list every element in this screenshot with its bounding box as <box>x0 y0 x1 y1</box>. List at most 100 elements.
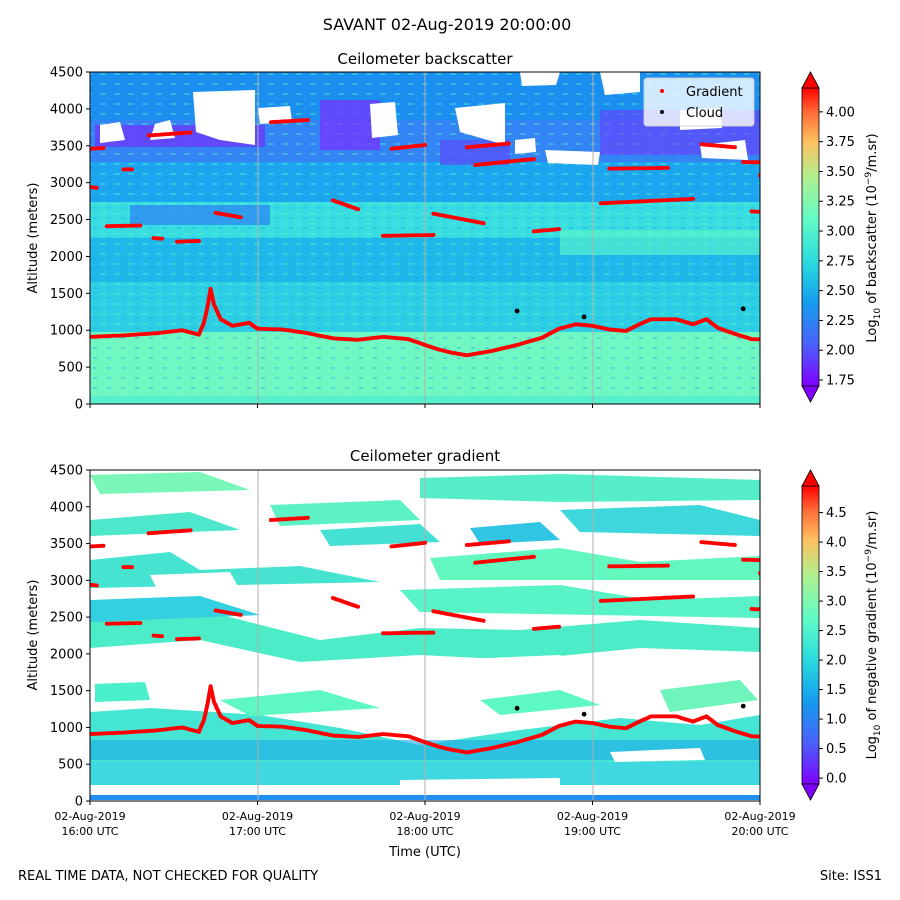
gradient-point <box>129 167 134 172</box>
gradient-colorbar-top-arrow <box>801 469 820 487</box>
y-tick-label: 3500 <box>50 537 83 552</box>
x-tick-date: 02-Aug-2019 <box>724 810 795 823</box>
gradient-point <box>793 137 797 141</box>
colorbar-tick-label: 4.00 <box>826 105 855 120</box>
gradient-point <box>665 563 670 568</box>
gradient-point <box>769 210 773 214</box>
gradient-point <box>771 608 775 612</box>
gradient-point <box>782 326 786 330</box>
gradient-point <box>795 534 799 538</box>
footer-quality-note: REAL TIME DATA, NOT CHECKED FOR QUALITY <box>18 869 319 884</box>
colorbar-tick-label: 2.50 <box>826 284 855 299</box>
gradient-point <box>770 558 774 562</box>
colorbar-tick-label: 2.75 <box>826 254 855 269</box>
y-tick-label: 3500 <box>50 139 83 154</box>
gradient-point <box>756 160 760 165</box>
gradient-point <box>762 210 766 214</box>
cb2-label-suffix: /m.sr) <box>865 511 880 549</box>
gradient-y-axis: 0 500 1000 1500 2000 2500 3000 3500 4000 4500 <box>50 464 90 810</box>
cb1-label-mid: of backscatter (10 <box>865 185 880 308</box>
gradient-point <box>761 161 765 165</box>
gradient-point <box>765 581 769 585</box>
gradient-point <box>775 195 779 199</box>
y-tick-label: 1000 <box>50 721 83 736</box>
gradient-point <box>778 726 782 730</box>
gradient-point <box>776 727 780 731</box>
gradient-point <box>506 539 511 544</box>
backscatter-title: Ceilometer backscatter <box>337 50 513 68</box>
gradient-point <box>431 630 436 635</box>
legend: Gradient Cloud <box>643 77 755 127</box>
gradient-point <box>775 331 779 335</box>
gradient-point <box>761 575 765 579</box>
colorbar-tick-label: 1.0 <box>826 713 847 728</box>
cloud-point <box>581 711 587 717</box>
cb2-label-sup: −9 <box>864 549 874 563</box>
x-tick-date: 02-Aug-2019 <box>222 810 293 823</box>
gradient-point <box>138 223 143 228</box>
gradient-point <box>789 211 793 215</box>
gradient-point <box>781 608 785 612</box>
gradient-point <box>129 565 134 570</box>
x-tick-time: 19:00 UTC <box>564 825 621 838</box>
gradient-point <box>768 187 772 191</box>
legend-cloud-marker <box>660 110 664 114</box>
gradient-point <box>763 179 767 183</box>
legend-gradient-marker <box>660 89 664 93</box>
gradient-point <box>778 328 782 332</box>
gradient-point <box>798 609 802 613</box>
gradient-point <box>782 723 786 727</box>
gradient-point <box>766 558 770 562</box>
gradient-point <box>797 534 801 538</box>
gradient-point <box>506 141 511 146</box>
gradient-point <box>785 609 789 613</box>
gradient-point <box>196 239 201 243</box>
gradient-point <box>794 320 798 324</box>
gradient-point <box>764 210 768 214</box>
cb2-label-sub: 10 <box>873 724 883 736</box>
gradient-point <box>779 211 783 215</box>
backscatter-colorbar: 1.75 2.00 2.25 2.50 2.75 3.00 3.25 3.50 3.75 4.00… <box>801 71 883 403</box>
gradient-point <box>188 528 193 533</box>
gradient-point <box>783 211 787 215</box>
gradient-point <box>793 535 797 539</box>
gradient-point <box>781 326 785 330</box>
gradient-point <box>769 586 773 590</box>
gradient-point <box>531 157 536 162</box>
gradient-point <box>788 323 792 327</box>
gradient-point <box>783 609 787 613</box>
gradient-point <box>774 592 778 596</box>
backscatter-gridlines <box>257 72 594 404</box>
backscatter-y-axis: 0 500 1000 1500 2000 2500 3000 3500 4000 4500 <box>50 66 90 413</box>
gradient-colorbar-bottom-arrow <box>801 783 820 801</box>
gradient-point <box>766 161 770 165</box>
colorbar-tick-label: 2.00 <box>826 344 855 359</box>
cb1-label-sup: −9 <box>864 172 874 186</box>
gradient-point <box>771 191 775 195</box>
gradient-point <box>771 731 775 735</box>
gradient-point <box>792 137 796 141</box>
gradient-point <box>761 177 765 181</box>
colorbar-tick-label: 3.00 <box>826 225 855 240</box>
gradient-point <box>356 207 360 212</box>
x-tick-time: 18:00 UTC <box>396 825 453 838</box>
gradient-point <box>767 583 771 587</box>
gradient-point <box>101 543 106 548</box>
backscatter-markers <box>90 118 798 358</box>
gradient-point <box>780 725 784 729</box>
gradient-point <box>772 192 776 196</box>
y-tick-label: 4000 <box>50 500 83 515</box>
gradient-point <box>557 624 561 629</box>
x-tick-time: 20:00 UTC <box>731 825 788 838</box>
gradient-point <box>786 323 790 327</box>
cloud-point <box>581 314 587 320</box>
cloud-point <box>514 308 520 314</box>
cloud-point <box>740 306 746 312</box>
legend-cloud-label: Cloud <box>686 106 723 121</box>
gradient-point <box>732 543 737 547</box>
colorbar-tick-label: 2.5 <box>826 624 847 639</box>
gradient-point <box>768 161 772 165</box>
gradient-point <box>764 578 768 582</box>
backscatter-panel: Ceilometer backscatter <box>26 50 883 413</box>
gradient-point <box>781 211 785 215</box>
